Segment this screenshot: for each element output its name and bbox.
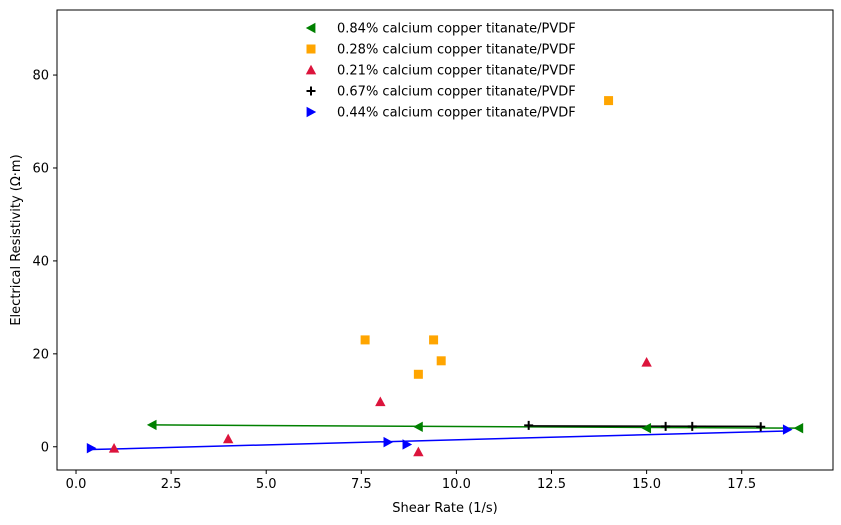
data-point-series-3 — [524, 420, 534, 430]
legend: 0.84% calcium copper titanate/PVDF 0.28% … — [305, 22, 576, 121]
fit-line-series-4 — [91, 430, 788, 451]
data-point-series-2 — [222, 433, 234, 444]
data-point-series-2 — [413, 446, 424, 457]
x-tick-label: 7.5 — [351, 477, 372, 492]
x-tick-label: 5.0 — [256, 477, 277, 492]
legend-label: 0.67% calcium copper titanate/PVDF — [337, 85, 576, 100]
data-point-series-1 — [360, 335, 370, 345]
data-point-series-1 — [604, 96, 614, 106]
data-point-series-4 — [383, 436, 394, 448]
data-points — [86, 96, 804, 457]
data-point-series-0 — [146, 419, 157, 431]
y-axis-label: Electrical Resistivity (Ω·m) — [9, 154, 24, 325]
legend-label: 0.84% calcium copper titanate/PVDF — [337, 22, 576, 37]
fit-line-series-0 — [152, 424, 799, 429]
y-tick-label: 0 — [41, 440, 49, 455]
legend-label: 0.21% calcium copper titanate/PVDF — [337, 64, 576, 79]
legend-label: 0.28% calcium copper titanate/PVDF — [337, 43, 576, 58]
x-tick-label: 15.0 — [632, 477, 661, 492]
data-point-series-1 — [429, 335, 439, 345]
data-point-series-2 — [375, 396, 386, 407]
x-tick-label: 0.0 — [66, 477, 87, 492]
x-axis-label: Shear Rate (1/s) — [392, 501, 497, 516]
legend-marker-series-2 — [305, 64, 317, 75]
y-tick-label: 80 — [32, 69, 49, 84]
data-point-series-1 — [413, 369, 423, 379]
data-point-series-0 — [641, 422, 652, 434]
data-point-series-3 — [687, 421, 697, 431]
y-tick-label: 20 — [32, 347, 49, 362]
data-point-series-2 — [108, 442, 120, 453]
legend-marker-series-0 — [305, 22, 316, 34]
data-point-series-1 — [436, 356, 446, 366]
data-point-series-4 — [402, 439, 413, 450]
y-tick-label: 40 — [32, 254, 49, 269]
data-point-series-4 — [86, 442, 97, 454]
plot-frame — [56, 9, 834, 471]
legend-label: 0.44% calcium copper titanate/PVDF — [337, 106, 576, 121]
x-tick-label: 12.5 — [537, 477, 566, 492]
y-tick-label: 60 — [32, 161, 49, 176]
data-point-series-0 — [413, 421, 423, 432]
data-point-series-0 — [793, 422, 804, 434]
legend-marker-series-4 — [306, 106, 317, 118]
legend-marker-series-3 — [306, 86, 316, 96]
x-tick-label: 17.5 — [727, 477, 756, 492]
fit-lines — [91, 424, 799, 451]
x-tick-label: 2.5 — [161, 477, 182, 492]
legend-marker-series-1 — [306, 44, 316, 54]
data-point-series-2 — [641, 357, 652, 367]
x-tick-label: 10.0 — [442, 477, 471, 492]
y-axis-ticks: 0 20 40 60 80 — [32, 69, 57, 455]
data-point-series-4 — [782, 424, 793, 435]
x-axis-ticks: 0.0 2.5 5.0 7.5 10.0 12.5 15.0 17.5 — [66, 470, 756, 492]
data-point-series-3 — [756, 422, 766, 432]
data-point-series-3 — [661, 421, 671, 431]
